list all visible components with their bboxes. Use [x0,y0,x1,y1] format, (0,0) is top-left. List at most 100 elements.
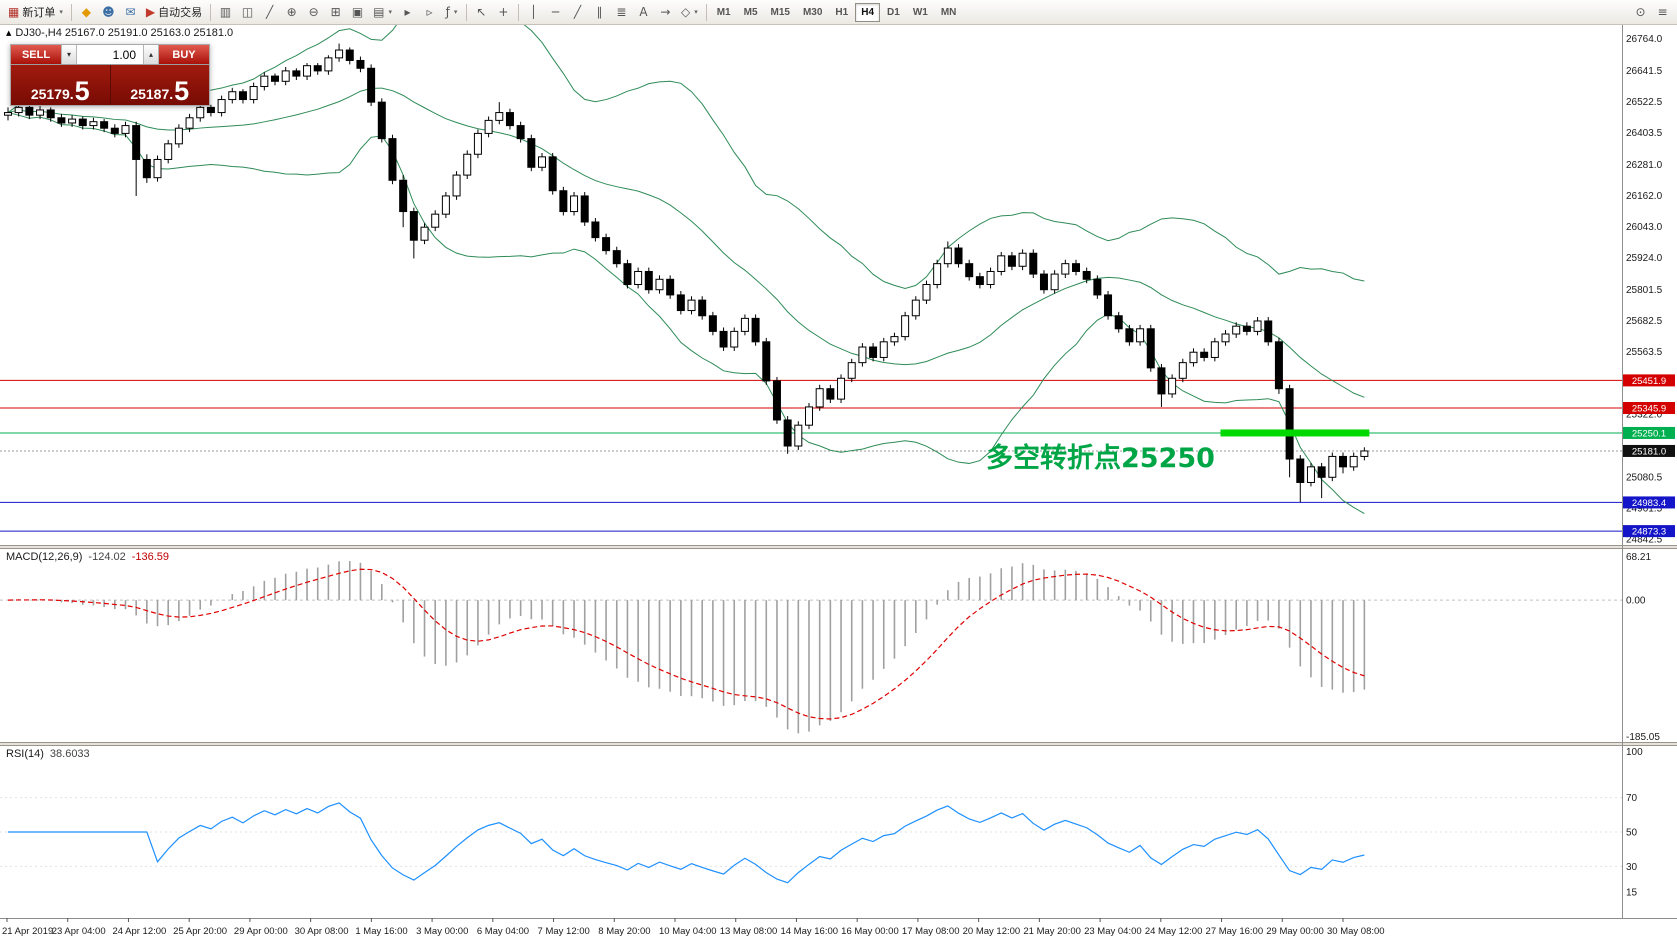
svg-text:6 May 04:00: 6 May 04:00 [477,926,529,937]
svg-text:13 May 08:00: 13 May 08:00 [720,926,778,937]
sell-price-button[interactable]: 25179. 5 [11,65,110,105]
shapes-button[interactable]: ◇ ▾ [677,2,702,23]
price-label-25181.0: 25181.0 [1623,444,1675,457]
chevron-down-icon: ▾ [59,8,63,16]
zoom-out-button[interactable]: ⊖ [303,2,324,23]
grid-button[interactable]: ⊞ [325,2,346,23]
macd-histogram [17,561,1366,734]
chart-shift-icon: ▹ [426,5,433,19]
cursor-button[interactable]: ↖ [471,2,492,23]
svg-text:26641.5: 26641.5 [1626,66,1663,77]
new-chart-button[interactable]: ▤ ▾ [369,2,396,23]
zoom-in-button[interactable]: ⊕ [281,2,302,23]
vertical-line-button[interactable]: │ [523,2,544,23]
svg-text:30 May 08:00: 30 May 08:00 [1327,926,1385,937]
svg-text:30 Apr 08:00: 30 Apr 08:00 [295,926,349,937]
timeframe-m5-button[interactable]: M5 [743,6,758,18]
indicators-button[interactable]: ƒ ▾ [441,2,462,23]
timeframe-m15-button[interactable]: M15 [770,6,790,18]
arrow-tools-button[interactable]: → [655,2,676,23]
bar-chart-button[interactable]: ▥ [215,2,236,23]
one-click-trading-panel: SELL ▾ 1.00 ▴ BUY 25179. 5 25187. 5 [10,44,210,106]
svg-text:25181.0: 25181.0 [1632,446,1666,457]
buy-button[interactable]: BUY [159,45,209,64]
svg-text:26281.0: 26281.0 [1626,160,1663,171]
lot-decrease-button[interactable]: ▾ [61,45,77,64]
lot-size-input[interactable]: 1.00 [77,45,143,64]
macd-name: MACD(12,26,9) [6,551,83,563]
toolbar-separator [465,3,467,21]
highlight-bar[interactable] [1220,429,1370,437]
fibonacci-button[interactable]: ≣ [611,2,632,23]
price-pane[interactable] [0,0,1622,532]
svg-text:26403.5: 26403.5 [1626,128,1663,139]
macd-pane [0,561,1622,734]
pane-divider-1[interactable] [0,545,1677,549]
pane-divider-2[interactable] [0,742,1677,746]
lot-increase-button[interactable]: ▴ [143,45,159,64]
timeframe-m30-button[interactable]: M30 [802,6,823,18]
new-order-button[interactable]: ▦ 新订单 ▾ [4,2,67,23]
horizontal-line-button[interactable]: ─ [545,2,566,23]
zoom-out-icon: ⊖ [308,5,319,19]
svg-text:100: 100 [1626,747,1643,758]
sell-button[interactable]: SELL [11,45,61,64]
user-profile-button[interactable]: ☻ [98,2,119,23]
zoom-in-icon: ⊕ [286,5,297,19]
timeframe-d1-button[interactable]: D1 [887,6,900,18]
bar-chart-icon: ▥ [219,5,232,19]
rsi-pane [0,797,1622,884]
candlestick-chart-button[interactable]: ◫ [237,2,258,23]
candlestick-chart-icon: ◫ [241,5,254,19]
timeframe-m1-button[interactable]: M1 [716,6,731,18]
svg-text:17 May 08:00: 17 May 08:00 [902,926,960,937]
timeframe-h1-button[interactable]: H1 [835,6,849,18]
shapes-icon: ◇ [680,5,691,19]
svg-text:-185.05: -185.05 [1626,732,1660,743]
svg-text:68.21: 68.21 [1626,552,1651,563]
auto-trading-button[interactable]: ▶ 自动交易 [142,2,206,23]
svg-text:3 May 00:00: 3 May 00:00 [416,926,468,937]
mql5-button[interactable]: ◆ [76,2,97,23]
macd-indicator-label: MACD(12,26,9) -124.02 -136.59 [6,551,169,563]
auto-scroll-button[interactable]: ▸ [397,2,418,23]
line-chart-button[interactable]: ╱ [259,2,280,23]
search-button[interactable]: ⊙ [1630,2,1651,23]
tile-windows-icon: ▣ [351,5,364,19]
svg-text:25563.5: 25563.5 [1626,347,1663,358]
crosshair-button[interactable]: + [493,2,514,23]
svg-text:8 May 20:00: 8 May 20:00 [598,926,650,937]
svg-text:10 May 04:00: 10 May 04:00 [659,926,717,937]
buy-price-button[interactable]: 25187. 5 [109,65,209,105]
chat-button[interactable]: ✉ [120,2,141,23]
timeframe-mn-button[interactable]: MN [940,6,957,18]
vertical-line-icon: │ [529,5,538,19]
trendline-icon: ╱ [573,5,582,19]
chart-shift-button[interactable]: ▹ [419,2,440,23]
rsi-line [8,802,1365,884]
svg-text:25322.0: 25322.0 [1626,410,1663,421]
price-label-24983.4: 24983.4 [1623,496,1675,509]
text-button[interactable]: A [633,2,654,23]
menu-button[interactable]: ≡ [1652,2,1673,23]
tile-windows-button[interactable]: ▣ [347,2,368,23]
timeframe-w1-button[interactable]: W1 [912,6,928,18]
chart-title-bar: ▲ DJ30-,H4 25167.0 25191.0 25163.0 25181… [6,27,233,39]
price-label-24873.3: 24873.3 [1623,525,1675,538]
collapse-panel-icon[interactable]: ▲ [6,29,12,37]
price-axis[interactable]: 26764.0 26641.5 26522.5 26403.5 26281.0 26162… [1626,34,1663,546]
channel-button[interactable]: ∥ [589,2,610,23]
svg-text:25 Apr 20:00: 25 Apr 20:00 [173,926,227,937]
price-main-digits: 25179. [30,86,74,102]
trendline-button[interactable]: ╱ [567,2,588,23]
candles-layer [4,43,1369,503]
timeframe-h4-button[interactable]: H4 [855,2,881,22]
chart-text-annotation[interactable]: 多空转折点25250 [986,443,1215,474]
chart-ohlc-title: DJ30-,H4 25167.0 25191.0 25163.0 25181.0 [15,27,234,39]
price-main-digits: 25187. [130,86,174,102]
svg-text:24983.4: 24983.4 [1632,498,1666,509]
price-label-25451.9: 25451.9 [1623,374,1675,387]
svg-text:24 Apr 12:00: 24 Apr 12:00 [112,926,166,937]
